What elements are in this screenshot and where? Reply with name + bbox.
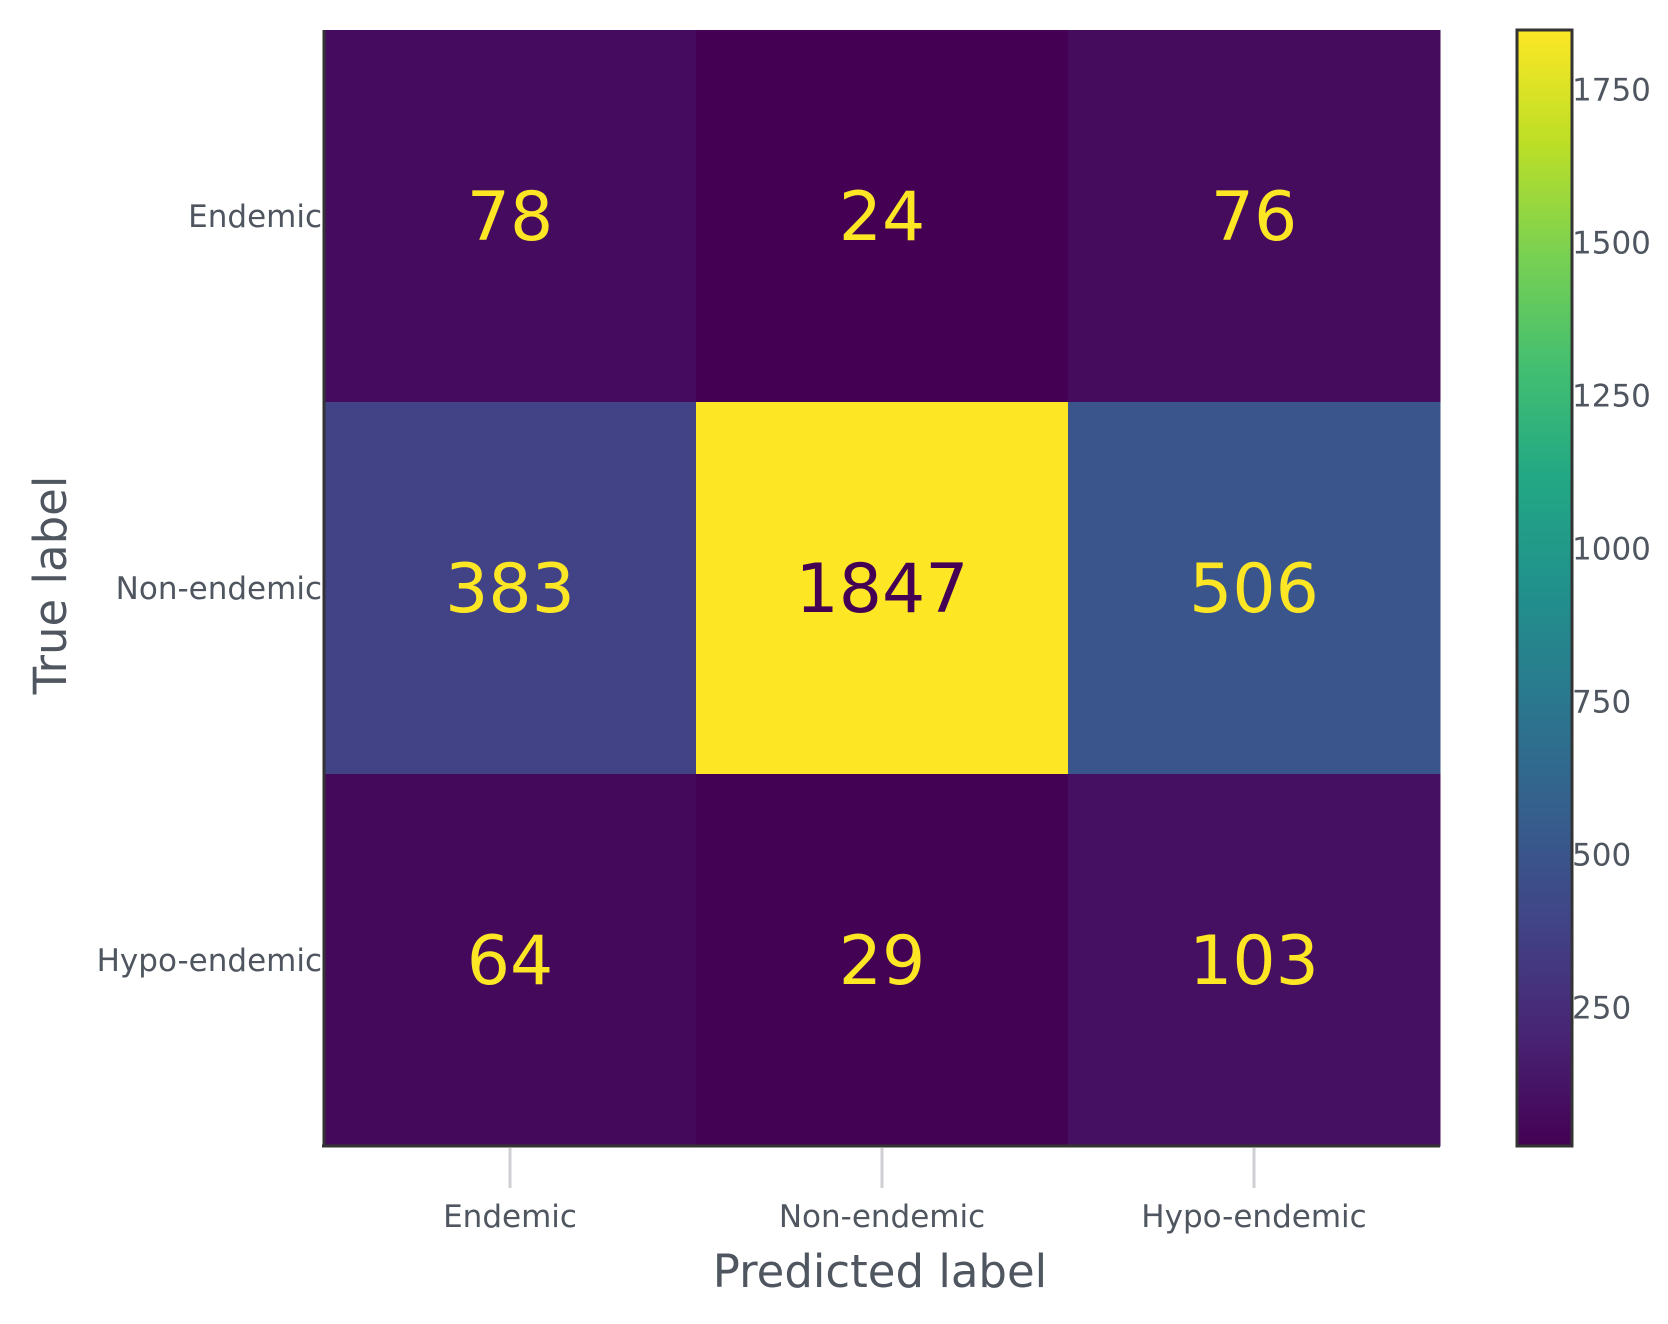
heatmap-cell [1068,402,1441,775]
y-axis-ticks: Endemic Non-endemic Hypo-endemic [97,199,322,979]
colorbar-tick-label: 250 [1572,991,1631,1027]
heatmap-cell [1068,30,1441,403]
cell-value-label: 506 [1189,550,1319,629]
colorbar-tick-label: 500 [1572,838,1631,874]
heatmap-cell [324,30,697,403]
heatmap-cell [696,30,1069,403]
cell-value-label: 24 [839,178,926,257]
cell-value-label: 78 [467,178,554,257]
cell-value-label: 76 [1211,178,1298,257]
heatmap-cell-values: 78 24 76 383 1847 506 64 29 103 [445,178,1319,1001]
heatmap-cell [324,402,697,775]
axes [322,30,1440,1148]
x-axis-ticks: Endemic Non-endemic Hypo-endemic [443,1148,1367,1235]
y-tick-label: Non-endemic [116,571,322,607]
colorbar: 250 500 750 1000 1250 1500 1750 [1515,28,1651,1148]
colorbar-tick-label: 1750 [1572,72,1651,108]
x-tick-label: Endemic [443,1199,577,1235]
cell-value-label: 383 [445,550,575,629]
x-axis-title: Predicted label [713,1245,1047,1298]
heatmap-cell [1068,774,1441,1147]
y-axis-title: True label [24,476,77,696]
cell-value-label: 29 [839,922,926,1001]
colorbar-frame [1515,28,1574,1148]
colorbar-tick-label: 750 [1572,685,1631,721]
x-tick-label: Hypo-endemic [1141,1199,1366,1235]
y-tick-label: Hypo-endemic [97,943,322,979]
x-tick-label: Non-endemic [779,1199,985,1235]
colorbar-tick-label: 1250 [1572,378,1651,414]
heatmap-cell [324,774,697,1147]
cell-value-label: 1847 [795,550,968,629]
cell-value-label: 64 [467,922,554,1001]
heatmap-cell [696,402,1069,775]
y-tick-label: Endemic [188,199,322,235]
colorbar-gradient [1517,30,1572,1146]
heatmap-cells [324,30,1441,1147]
heatmap-cell [696,774,1069,1147]
colorbar-tick-label: 1000 [1572,532,1651,568]
colorbar-tick-label: 1500 [1572,225,1651,261]
cell-value-label: 103 [1189,922,1319,1001]
